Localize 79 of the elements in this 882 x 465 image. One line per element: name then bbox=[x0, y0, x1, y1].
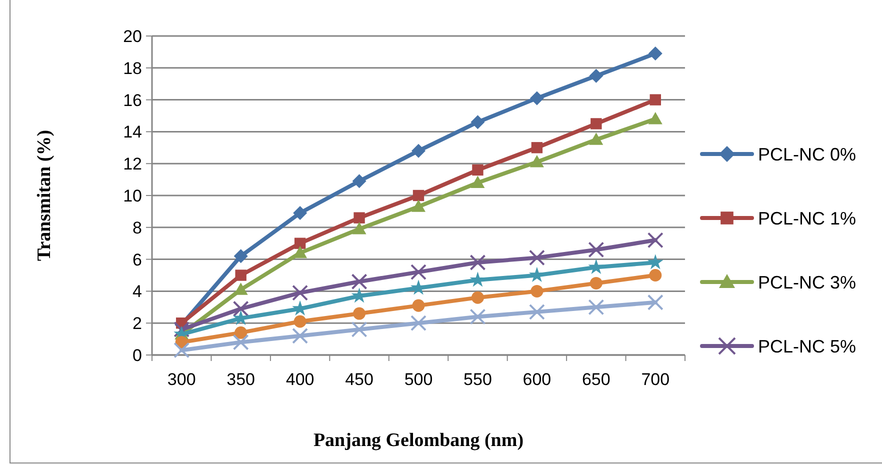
y-tick-label: 0 bbox=[132, 346, 142, 365]
point bbox=[410, 315, 426, 332]
point bbox=[588, 258, 604, 274]
y-tick-label: 14 bbox=[123, 122, 142, 142]
point bbox=[588, 242, 604, 258]
point bbox=[648, 112, 662, 124]
x-axis-title: Panjang Gelombang (nm) bbox=[313, 430, 524, 451]
x-tick-label: 400 bbox=[286, 370, 314, 389]
x-tick-label: 450 bbox=[345, 370, 374, 389]
point bbox=[650, 94, 661, 106]
y-tick-label: 18 bbox=[123, 58, 142, 78]
point bbox=[410, 280, 426, 295]
point bbox=[590, 118, 602, 130]
point bbox=[588, 299, 604, 316]
point bbox=[528, 304, 545, 320]
point bbox=[292, 284, 308, 301]
point bbox=[648, 46, 662, 61]
point bbox=[470, 308, 486, 325]
point bbox=[174, 321, 190, 338]
point bbox=[353, 307, 366, 320]
legend-label: PCL-NC 3% bbox=[758, 272, 856, 292]
y-tick-label: 2 bbox=[132, 314, 142, 334]
point bbox=[412, 144, 426, 158]
point bbox=[351, 321, 368, 338]
point bbox=[649, 269, 662, 282]
x-tick-label: 650 bbox=[582, 370, 610, 389]
point bbox=[292, 328, 308, 344]
point bbox=[234, 326, 248, 339]
x-tick-label: 500 bbox=[404, 370, 433, 389]
point bbox=[531, 142, 543, 154]
point bbox=[647, 232, 664, 248]
point bbox=[470, 176, 485, 188]
point bbox=[470, 254, 486, 270]
point bbox=[352, 222, 366, 234]
y-axis-title: Transmitan (%) bbox=[34, 130, 55, 262]
point bbox=[589, 132, 604, 145]
y-tick-label: 10 bbox=[123, 186, 142, 206]
x-tick-label: 350 bbox=[226, 370, 256, 389]
x-tick-label: 550 bbox=[464, 370, 492, 389]
point bbox=[174, 342, 190, 358]
point bbox=[530, 155, 544, 168]
point bbox=[647, 254, 664, 270]
legend-label: PCL-NC 5% bbox=[758, 336, 856, 356]
point bbox=[293, 246, 308, 258]
point bbox=[530, 284, 544, 298]
x-tick-label: 300 bbox=[167, 370, 196, 389]
y-tick-label: 12 bbox=[123, 154, 142, 174]
point bbox=[351, 274, 368, 290]
point bbox=[528, 250, 545, 266]
point bbox=[293, 206, 308, 220]
x-tick-label: 700 bbox=[641, 370, 670, 389]
point bbox=[590, 276, 602, 290]
point bbox=[232, 334, 249, 350]
point bbox=[647, 294, 664, 310]
legend-label: PCL-NC 1% bbox=[758, 208, 856, 228]
point bbox=[530, 91, 544, 106]
x-tick-label: 600 bbox=[522, 370, 552, 389]
point bbox=[470, 115, 485, 130]
point bbox=[354, 212, 365, 224]
y-tick-label: 20 bbox=[123, 26, 142, 46]
legend-label: PCL-NC 0% bbox=[758, 144, 856, 164]
point bbox=[412, 190, 424, 202]
point bbox=[589, 68, 604, 83]
point bbox=[412, 200, 426, 212]
point bbox=[232, 300, 249, 317]
point bbox=[471, 291, 484, 304]
point bbox=[472, 164, 484, 176]
y-tick-label: 4 bbox=[132, 282, 142, 302]
point bbox=[235, 270, 246, 281]
point bbox=[410, 264, 426, 280]
y-tick-label: 6 bbox=[132, 250, 142, 270]
point bbox=[294, 238, 306, 249]
y-tick-label: 16 bbox=[123, 90, 142, 110]
point bbox=[352, 174, 366, 188]
point bbox=[412, 299, 425, 312]
y-tick-label: 8 bbox=[132, 218, 142, 238]
point bbox=[234, 249, 248, 264]
point bbox=[351, 288, 368, 303]
point bbox=[294, 315, 306, 328]
